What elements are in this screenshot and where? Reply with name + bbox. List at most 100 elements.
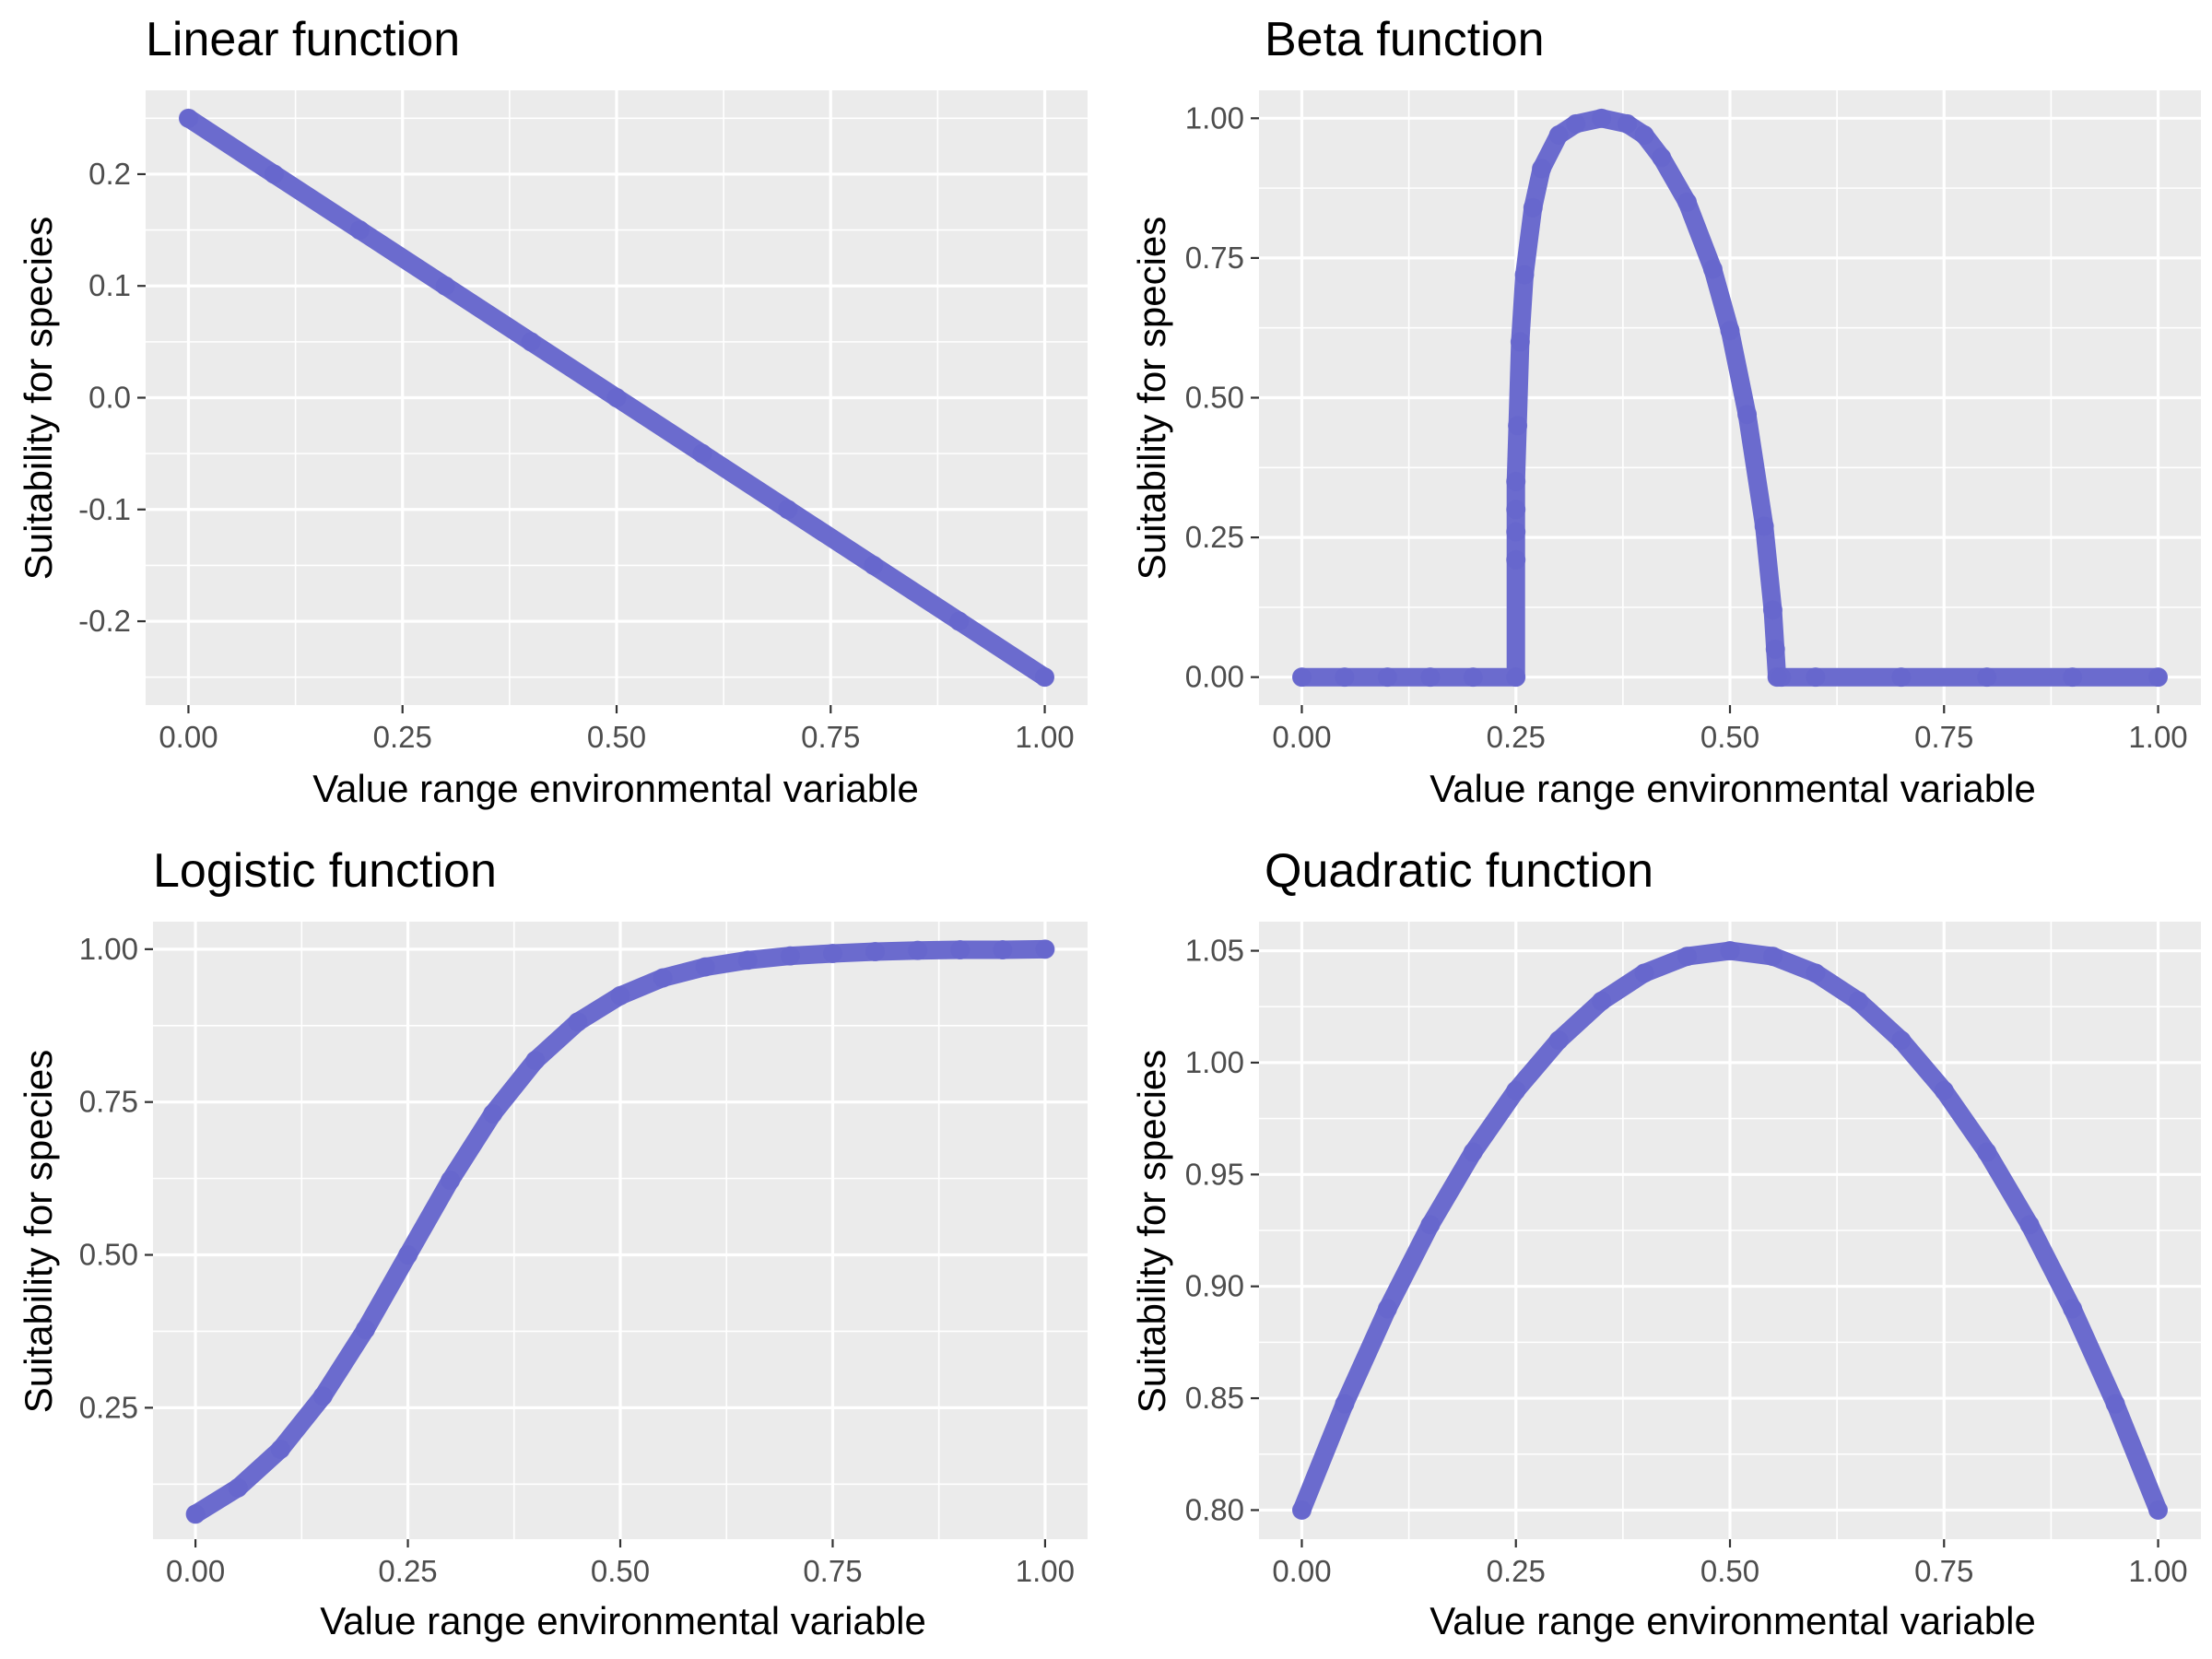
data-point [864, 555, 884, 575]
panel-quadratic: Quadratic function Value range environme… [1130, 844, 2201, 1642]
data-point [1463, 1142, 1483, 1162]
data-point [865, 942, 886, 962]
x-tick-label: 0.50 [1700, 720, 1759, 754]
data-point [1677, 192, 1698, 212]
data-point [778, 500, 798, 520]
data-point [264, 164, 284, 184]
y-axis-title: Suitability for species [17, 217, 60, 581]
data-point [610, 985, 630, 1006]
data-point [1891, 1030, 1912, 1051]
data-point [2063, 1299, 2083, 1319]
data-point [521, 332, 541, 352]
data-point [441, 1171, 461, 1191]
data-point [270, 1439, 290, 1459]
y-tick-label: 1.00 [79, 932, 138, 966]
panel-title: Linear function [146, 13, 460, 66]
data-point [483, 1103, 503, 1124]
y-axis-title: Suitability for species [17, 1050, 60, 1414]
data-point [1510, 332, 1530, 352]
y-tick-label: 0.00 [1185, 660, 1244, 694]
y-tick-label: 0.1 [88, 268, 131, 302]
data-point [1377, 1299, 1397, 1319]
data-point [950, 940, 971, 960]
data-point [1848, 991, 1868, 1011]
y-tick-label: 0.25 [79, 1390, 138, 1424]
x-tick-label: 1.00 [2128, 1554, 2187, 1588]
data-point [2019, 1215, 2040, 1235]
panel-title: Quadratic function [1265, 844, 1653, 898]
y-tick-label: 0.75 [79, 1085, 138, 1119]
data-point [2105, 1394, 2125, 1414]
data-point [1891, 667, 1912, 688]
data-point [525, 1051, 546, 1071]
data-point [1977, 667, 1997, 688]
data-point [695, 957, 715, 977]
x-tick-label: 0.00 [159, 720, 218, 754]
data-point [1506, 522, 1526, 542]
plot-area: 0.00 0.25 0.50 0.75 1.00 0.00 0.25 0.50 0.75 1.00 [1185, 90, 2201, 754]
data-point [1335, 667, 1355, 688]
x-tick-label: 1.00 [1016, 1554, 1075, 1588]
data-point [435, 276, 455, 296]
data-point [1720, 941, 1740, 961]
data-point [1506, 471, 1526, 491]
x-tick-label: 1.00 [2128, 720, 2187, 754]
data-point [949, 611, 970, 631]
x-tick-label: 0.25 [373, 720, 432, 754]
data-point [1377, 667, 1397, 688]
data-point [1618, 113, 1638, 134]
x-tick-label: 0.75 [803, 1554, 862, 1588]
x-tick-label: 0.00 [1272, 1554, 1331, 1588]
data-point [822, 943, 842, 963]
data-point [1592, 991, 1612, 1011]
x-tick-label: 1.00 [1015, 720, 1074, 754]
y-tick-label: 0.75 [1185, 241, 1244, 275]
data-point [1806, 963, 1826, 983]
data-point [1771, 667, 1792, 688]
data-point [1806, 667, 1826, 688]
y-tick-label: -0.1 [78, 492, 131, 526]
data-point [2148, 1500, 2169, 1520]
y-tick-label: 0.85 [1185, 1381, 1244, 1415]
data-point [1702, 259, 1723, 279]
x-axis-title: Value range environmental variable [320, 1599, 926, 1642]
y-tick-label: 0.25 [1185, 520, 1244, 554]
data-point [1335, 1394, 1355, 1414]
data-point [606, 388, 627, 407]
x-tick-label: 0.75 [801, 720, 860, 754]
y-axis-title: Suitability for species [1130, 217, 1173, 581]
y-tick-label: 0.2 [88, 157, 131, 191]
data-point [568, 1012, 588, 1032]
x-axis-title: Value range environmental variable [1430, 1599, 2036, 1642]
x-tick-label: 0.00 [1272, 720, 1331, 754]
y-tick-label: 0.95 [1185, 1157, 1244, 1191]
data-point [1291, 667, 1312, 688]
data-point [1463, 667, 1483, 688]
plot-area: 0.00 0.25 0.50 0.75 1.00 -0.2 -0.1 0.0 0.1 0.2 [78, 90, 1088, 754]
data-point [355, 1319, 375, 1339]
data-point [2063, 667, 2083, 688]
panel-linear: Linear function Value range environmenta… [17, 13, 1088, 810]
data-point [1035, 667, 1055, 688]
x-axis-title: Value range environmental variable [312, 767, 919, 810]
x-tick-label: 0.25 [1487, 1554, 1546, 1588]
x-tick-label: 0.50 [591, 1554, 650, 1588]
data-point [1934, 1080, 1954, 1100]
data-point [178, 108, 198, 128]
data-point [1506, 549, 1526, 570]
data-point [1420, 667, 1441, 688]
x-tick-label: 0.50 [587, 720, 646, 754]
data-point [1592, 108, 1612, 128]
data-point [780, 946, 800, 966]
y-tick-label: 0.80 [1185, 1492, 1244, 1526]
data-point [1548, 1030, 1569, 1051]
data-point [1977, 1142, 1997, 1162]
panel-logistic: Logistic function Value range environmen… [17, 844, 1088, 1642]
data-point [1523, 197, 1543, 218]
data-point [1634, 963, 1654, 983]
data-point [1508, 416, 1528, 436]
data-point [1737, 405, 1758, 425]
y-tick-label: 1.05 [1185, 934, 1244, 968]
data-point [349, 220, 370, 241]
